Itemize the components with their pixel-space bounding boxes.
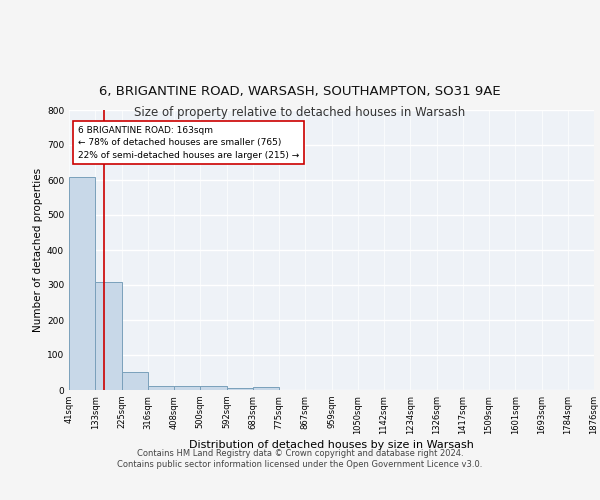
Bar bbox=[200, 386, 227, 390]
Text: Size of property relative to detached houses in Warsash: Size of property relative to detached ho… bbox=[134, 106, 466, 119]
Bar bbox=[148, 386, 174, 390]
Y-axis label: Number of detached properties: Number of detached properties bbox=[33, 168, 43, 332]
Bar bbox=[174, 386, 200, 390]
Text: 6 BRIGANTINE ROAD: 163sqm
← 78% of detached houses are smaller (765)
22% of semi: 6 BRIGANTINE ROAD: 163sqm ← 78% of detac… bbox=[78, 126, 299, 160]
Bar bbox=[253, 387, 279, 390]
Bar bbox=[95, 282, 122, 390]
X-axis label: Distribution of detached houses by size in Warsash: Distribution of detached houses by size … bbox=[189, 440, 474, 450]
Text: Contains HM Land Registry data © Crown copyright and database right 2024.: Contains HM Land Registry data © Crown c… bbox=[137, 448, 463, 458]
Bar bbox=[227, 388, 253, 390]
Bar bbox=[69, 177, 95, 390]
Text: Contains public sector information licensed under the Open Government Licence v3: Contains public sector information licen… bbox=[118, 460, 482, 469]
Bar bbox=[122, 372, 148, 390]
Text: 6, BRIGANTINE ROAD, WARSASH, SOUTHAMPTON, SO31 9AE: 6, BRIGANTINE ROAD, WARSASH, SOUTHAMPTON… bbox=[99, 84, 501, 98]
